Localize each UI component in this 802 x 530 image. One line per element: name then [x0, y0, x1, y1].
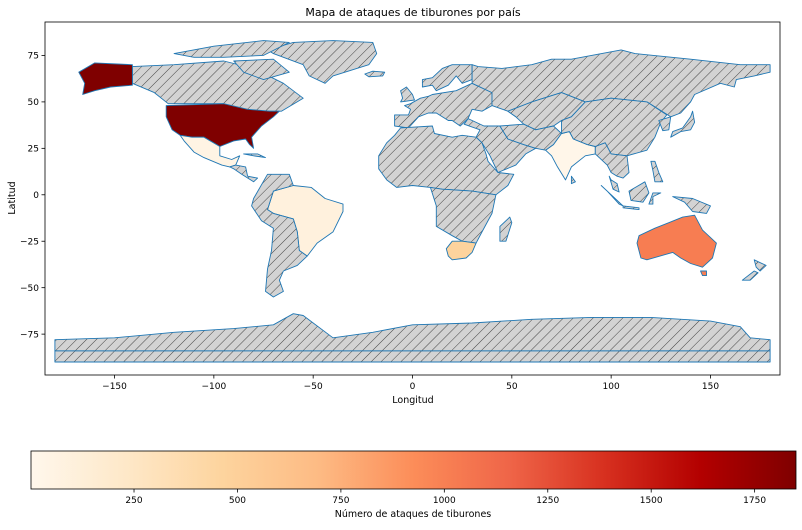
colorbar-ticks: 250 500 750 1000 1250 1500 1750 — [125, 489, 766, 506]
colorbar-tick-label: 500 — [229, 496, 246, 506]
y-axis-label: Latitud — [7, 181, 18, 214]
country-antarctica — [54, 313, 771, 352]
map-title: Mapa de ataques de tiburones por país — [305, 6, 520, 19]
y-tick-label: 0 — [33, 191, 39, 201]
colorbar-tick-label: 250 — [125, 496, 142, 506]
y-tick-label: 50 — [28, 98, 40, 108]
country-sulawesi — [648, 192, 662, 205]
y-tick-label: −75 — [20, 330, 39, 340]
x-tick-label: 50 — [506, 382, 518, 392]
x-tick-label: 0 — [410, 382, 416, 392]
country-north-africa — [378, 125, 515, 196]
country-new-zealand — [753, 259, 767, 272]
country-sumatra — [600, 185, 624, 207]
colorbar-tick-label: 750 — [332, 496, 349, 506]
country-se-asia — [594, 142, 630, 179]
y-tick-label: 25 — [28, 145, 39, 155]
x-tick-label: −50 — [304, 382, 323, 392]
country-china — [561, 97, 668, 157]
colorbar-tick-label: 1000 — [433, 496, 456, 506]
country-borneo — [628, 181, 650, 203]
x-tick-label: 150 — [702, 382, 719, 392]
country-greenland — [267, 40, 378, 84]
country-canada — [233, 58, 290, 81]
x-axis-label: Longitud — [392, 395, 433, 406]
x-tick-label: −150 — [102, 382, 127, 392]
country-europe — [394, 82, 493, 129]
colorbar-gradient — [30, 450, 797, 490]
colorbar-label: Número de ataques de tiburones — [335, 509, 492, 520]
country-malay-peninsula — [608, 175, 620, 193]
country-java — [622, 205, 640, 211]
y-tick-label: −25 — [20, 237, 39, 247]
y-tick-label: 75 — [28, 52, 39, 62]
country-central-america — [229, 164, 259, 183]
country-south-africa — [445, 240, 477, 261]
country-new-guinea — [672, 196, 711, 214]
x-tick-label: −100 — [201, 382, 226, 392]
country-philippines — [650, 160, 664, 183]
country-south-america-rest — [251, 173, 308, 298]
country-cuba — [243, 153, 266, 159]
country-japan — [670, 110, 696, 138]
colorbar-tick-label: 1500 — [640, 496, 663, 506]
country-united-states — [78, 62, 133, 95]
axis-ticks: −150 −100 −50 0 50 100 150 75 50 25 0 −25 −50 −75 — [20, 52, 719, 392]
country-australia — [700, 270, 707, 277]
colorbar-tick-label: 1250 — [536, 496, 559, 506]
country-canada — [173, 40, 290, 58]
country-uk — [400, 86, 415, 103]
colorbar-tick-label: 1750 — [743, 496, 766, 506]
country-madagascar — [499, 216, 513, 242]
colorbar: 250 500 750 1000 1250 1500 1750 Número de ataq… — [30, 450, 797, 520]
country-iceland — [364, 70, 386, 78]
country-central-east-africa — [429, 186, 497, 244]
y-tick-label: −50 — [20, 284, 39, 294]
x-tick-label: 100 — [603, 382, 620, 392]
country-australia — [636, 214, 717, 268]
country-new-zealand — [741, 270, 759, 281]
country-korea — [658, 116, 672, 132]
country-mexico — [179, 134, 241, 168]
country-antarctica — [54, 350, 771, 363]
country-united-states — [165, 103, 280, 149]
country-sri-lanka — [570, 175, 576, 185]
land-layer — [54, 40, 771, 363]
